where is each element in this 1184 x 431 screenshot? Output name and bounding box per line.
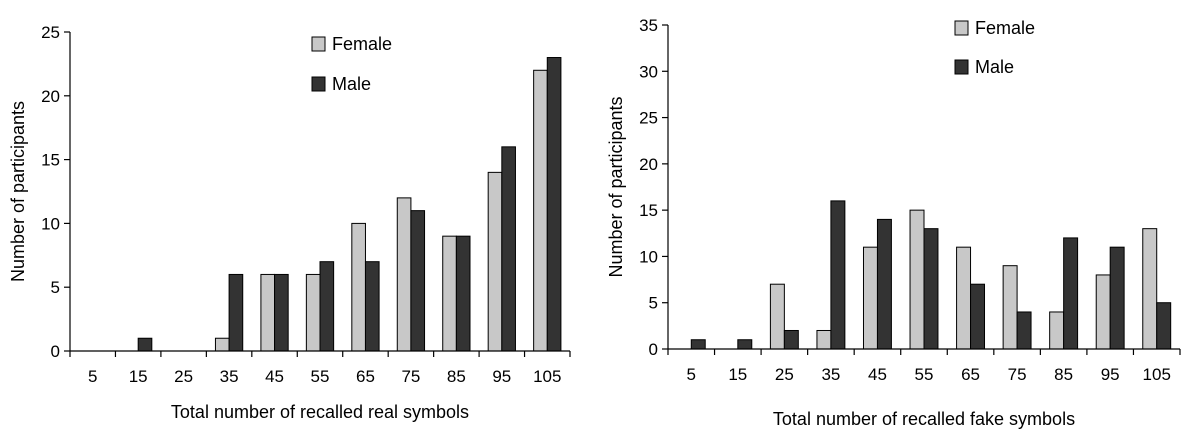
legend-label-female: Female (975, 18, 1035, 38)
bar-male-85 (455, 235, 471, 352)
x-tick-label: 5 (687, 365, 696, 384)
bar-female-95 (1095, 274, 1111, 350)
x-tick-label: 65 (356, 367, 375, 386)
bar-male-55 (923, 228, 939, 350)
legend-label-female: Female (332, 34, 392, 54)
legend-label-male: Male (975, 57, 1014, 77)
bar-male-15 (737, 339, 753, 350)
y-tick-label: 20 (639, 155, 658, 174)
y-tick-label: 0 (51, 342, 60, 361)
bar-female-35 (214, 337, 230, 352)
chart-2: 0 5 10 15 20 25 30 35 5 15 25 35 45 55 65 75 85 95 105 Tota… (606, 16, 1181, 429)
bar-female-45 (862, 246, 878, 350)
bar-female-85 (442, 235, 457, 352)
legend-swatch-female (311, 36, 326, 52)
legend-swatch-male (311, 76, 326, 92)
y-tick-label: 35 (639, 16, 658, 35)
x-tick-label: 45 (265, 367, 284, 386)
bar-male-75 (410, 210, 426, 352)
bar-male-5 (690, 339, 706, 350)
x-tick-label: 55 (915, 365, 934, 384)
y-axis-label: Number of participants (8, 101, 28, 282)
x-tick-label: 5 (88, 367, 97, 386)
bar-female-75 (396, 197, 412, 352)
x-tick-label: 35 (821, 365, 840, 384)
bar-female-55 (909, 209, 925, 350)
x-tick-label: 55 (311, 367, 330, 386)
bar-male-105 (546, 57, 562, 352)
bar-male-35 (228, 273, 244, 352)
y-tick-label: 15 (639, 201, 658, 220)
bar-male-85 (1063, 237, 1079, 350)
y-tick-label: 10 (639, 247, 658, 266)
legend-swatch-male (954, 59, 969, 75)
x-tick-label: 65 (961, 365, 980, 384)
x-axis-label: Total number of recalled fake symbols (773, 409, 1075, 429)
legend: Female Male (311, 34, 392, 94)
x-tick-label: 85 (1054, 365, 1073, 384)
bar-male-75 (1016, 311, 1032, 350)
y-tick-label: 5 (51, 278, 60, 297)
bar-male-65 (364, 261, 380, 352)
bar-male-65 (970, 283, 986, 350)
bar-male-45 (274, 273, 289, 352)
x-tick-label: 35 (220, 367, 239, 386)
bar-female-35 (816, 329, 832, 350)
bar-female-105 (1142, 228, 1158, 350)
legend: Female Male (954, 18, 1035, 77)
x-tick-label: 95 (1101, 365, 1120, 384)
bar-female-65 (351, 222, 366, 352)
x-tick-label: 105 (1143, 365, 1171, 384)
x-tick-label: 25 (775, 365, 794, 384)
x-tick-label: 95 (492, 367, 511, 386)
bar-male-45 (876, 218, 892, 350)
bar-male-55 (319, 261, 335, 352)
legend-swatch-female (954, 20, 969, 36)
bar-female-95 (487, 171, 503, 352)
y-axis-label: Number of participants (606, 96, 626, 277)
x-tick-label: 105 (533, 367, 561, 386)
bar-female-45 (260, 273, 276, 352)
x-tick-label: 85 (447, 367, 466, 386)
chart-1: 0 5 10 15 20 25 5 15 25 35 45 55 65 75 85 95 105 Total nu… (8, 23, 571, 422)
x-tick-label: 15 (129, 367, 148, 386)
x-tick-label: 15 (728, 365, 747, 384)
y-tick-label: 25 (639, 109, 658, 128)
bar-female-75 (1002, 265, 1018, 350)
bar-male-105 (1156, 302, 1172, 350)
y-tick-label: 20 (41, 87, 60, 106)
bar-female-65 (956, 246, 972, 350)
bar-male-95 (501, 146, 516, 352)
bar-female-55 (305, 273, 321, 352)
y-tick-label: 25 (41, 23, 60, 42)
bar-female-85 (1049, 311, 1065, 350)
legend-label-male: Male (332, 74, 371, 94)
y-tick-label: 5 (649, 294, 658, 313)
bar-male-15 (137, 337, 153, 352)
bar-female-105 (533, 69, 548, 352)
bar-male-95 (1109, 246, 1125, 350)
bar-male-35 (830, 200, 846, 350)
x-axis-label: Total number of recalled real symbols (171, 402, 469, 422)
y-tick-label: 0 (649, 340, 658, 359)
x-tick-label: 75 (1008, 365, 1027, 384)
x-tick-label: 75 (401, 367, 420, 386)
y-tick-label: 10 (41, 214, 60, 233)
bar-male-25 (783, 329, 799, 350)
y-tick-label: 30 (639, 62, 658, 81)
x-tick-label: 45 (868, 365, 887, 384)
bar-female-25 (769, 283, 785, 350)
x-tick-label: 25 (174, 367, 193, 386)
y-tick-label: 15 (41, 151, 60, 170)
